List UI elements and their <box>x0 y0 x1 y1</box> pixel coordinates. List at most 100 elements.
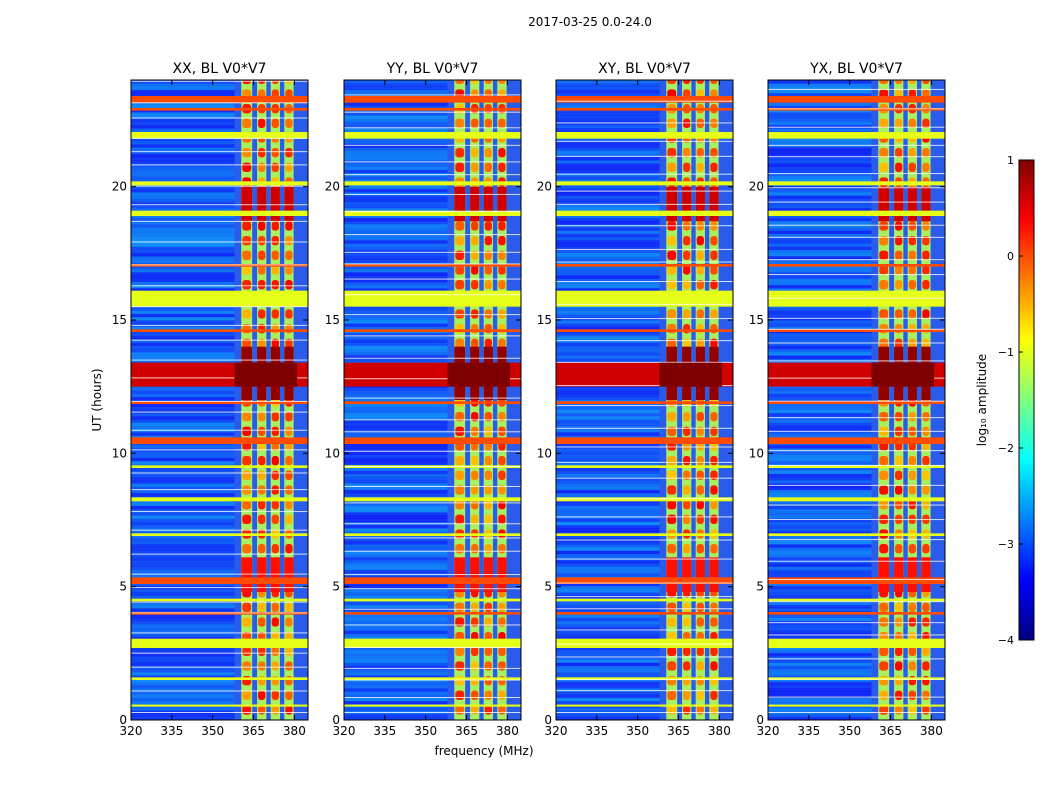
noise-row <box>768 80 872 84</box>
noise-row <box>344 684 448 689</box>
noise-row <box>131 694 235 699</box>
noise-row <box>768 672 872 676</box>
noise-row <box>768 195 872 199</box>
rfi-line <box>768 484 945 486</box>
noise-row <box>344 630 448 635</box>
figure-title: 2017-03-25 0.0-24.0 <box>528 15 652 29</box>
rfi-line <box>344 624 521 626</box>
noise-row <box>768 236 872 241</box>
band-blotch <box>285 456 293 466</box>
band-blotch <box>879 118 889 128</box>
noise-row <box>768 259 872 263</box>
noise-row <box>556 668 660 673</box>
noise-row <box>131 198 235 203</box>
noise-row <box>768 198 872 203</box>
noise-row <box>131 320 235 324</box>
band-blotch <box>498 309 506 319</box>
broadband-row <box>556 638 733 648</box>
noise-row <box>768 153 872 158</box>
band-blotch <box>879 265 889 275</box>
broadband-row <box>556 533 733 536</box>
band-blotch <box>258 280 266 290</box>
noise-row <box>768 627 872 631</box>
noise-row <box>344 80 448 84</box>
band-blotch <box>242 602 252 612</box>
band-blotch <box>258 544 266 554</box>
noise-row <box>768 457 872 462</box>
band-blotch <box>242 456 252 466</box>
band-blotch <box>879 544 889 554</box>
rfi-line <box>131 632 308 634</box>
band-blotch <box>455 500 465 510</box>
noise-row <box>344 681 448 686</box>
x-tick-label: 365 <box>455 724 478 738</box>
band-blotch <box>471 250 479 260</box>
rfi-line <box>131 102 308 104</box>
y-tick-label: 10 <box>537 446 552 460</box>
noise-row <box>768 624 872 628</box>
band-blotch <box>879 470 889 480</box>
band-blotch <box>498 265 506 275</box>
band-blotch <box>922 221 930 231</box>
band-blotch <box>285 602 293 612</box>
noise-row <box>768 249 872 254</box>
noise-row <box>344 601 448 606</box>
panel-xy: XY, BL V0*V7 320 335 350 365 380 0 5 10 15 20 <box>537 61 734 738</box>
band-blotch <box>908 661 916 671</box>
noise-row <box>131 214 235 219</box>
y-tick-label: 0 <box>119 713 127 727</box>
band-blotch <box>455 470 465 480</box>
rfi-line <box>768 450 945 452</box>
noise-row <box>344 697 448 702</box>
broadband-row <box>556 612 733 615</box>
noise-row <box>131 220 235 225</box>
noise-row <box>131 652 235 657</box>
noise-row <box>131 672 235 676</box>
noise-row <box>131 390 235 395</box>
band-blotch <box>683 500 691 510</box>
noise-row <box>131 467 235 471</box>
band-blotch <box>667 250 677 260</box>
noise-row <box>556 700 660 705</box>
band-blotch <box>683 338 691 348</box>
noise-row <box>768 240 872 244</box>
band-blotch <box>683 265 691 275</box>
band-blotch <box>455 485 465 495</box>
band-blotch <box>683 485 691 495</box>
noise-row <box>131 675 235 679</box>
band-blotch <box>667 617 677 627</box>
noise-row <box>344 166 448 171</box>
band-blotch <box>455 412 465 422</box>
noise-row <box>556 323 660 327</box>
noise-row <box>131 531 235 535</box>
rfi-line <box>556 405 733 407</box>
hot-band <box>454 186 466 222</box>
rfi-line <box>131 285 308 287</box>
band-blotch <box>484 221 492 231</box>
noise-row <box>344 387 448 391</box>
noise-row <box>768 563 872 567</box>
rfi-line <box>768 417 945 419</box>
band-blotch <box>696 646 704 656</box>
band-blotch <box>879 280 889 290</box>
noise-row <box>344 668 448 673</box>
band-blotch <box>258 602 266 612</box>
noise-row <box>131 662 235 667</box>
noise-row <box>556 246 660 251</box>
noise-row <box>344 348 448 353</box>
rfi-line <box>131 601 308 603</box>
noise-row <box>344 422 448 427</box>
rfi-line <box>556 303 733 305</box>
band-blotch <box>455 162 465 172</box>
noise-row <box>344 502 448 507</box>
band-blotch <box>696 309 704 319</box>
noise-row <box>131 457 235 462</box>
noise-row <box>768 659 872 663</box>
noise-row <box>131 124 235 129</box>
band-blotch <box>242 544 252 554</box>
band-blotch <box>484 617 492 627</box>
band-blotch <box>471 309 479 319</box>
band-blotch <box>498 500 506 510</box>
noise-row <box>556 336 660 340</box>
hot-band <box>921 557 931 592</box>
